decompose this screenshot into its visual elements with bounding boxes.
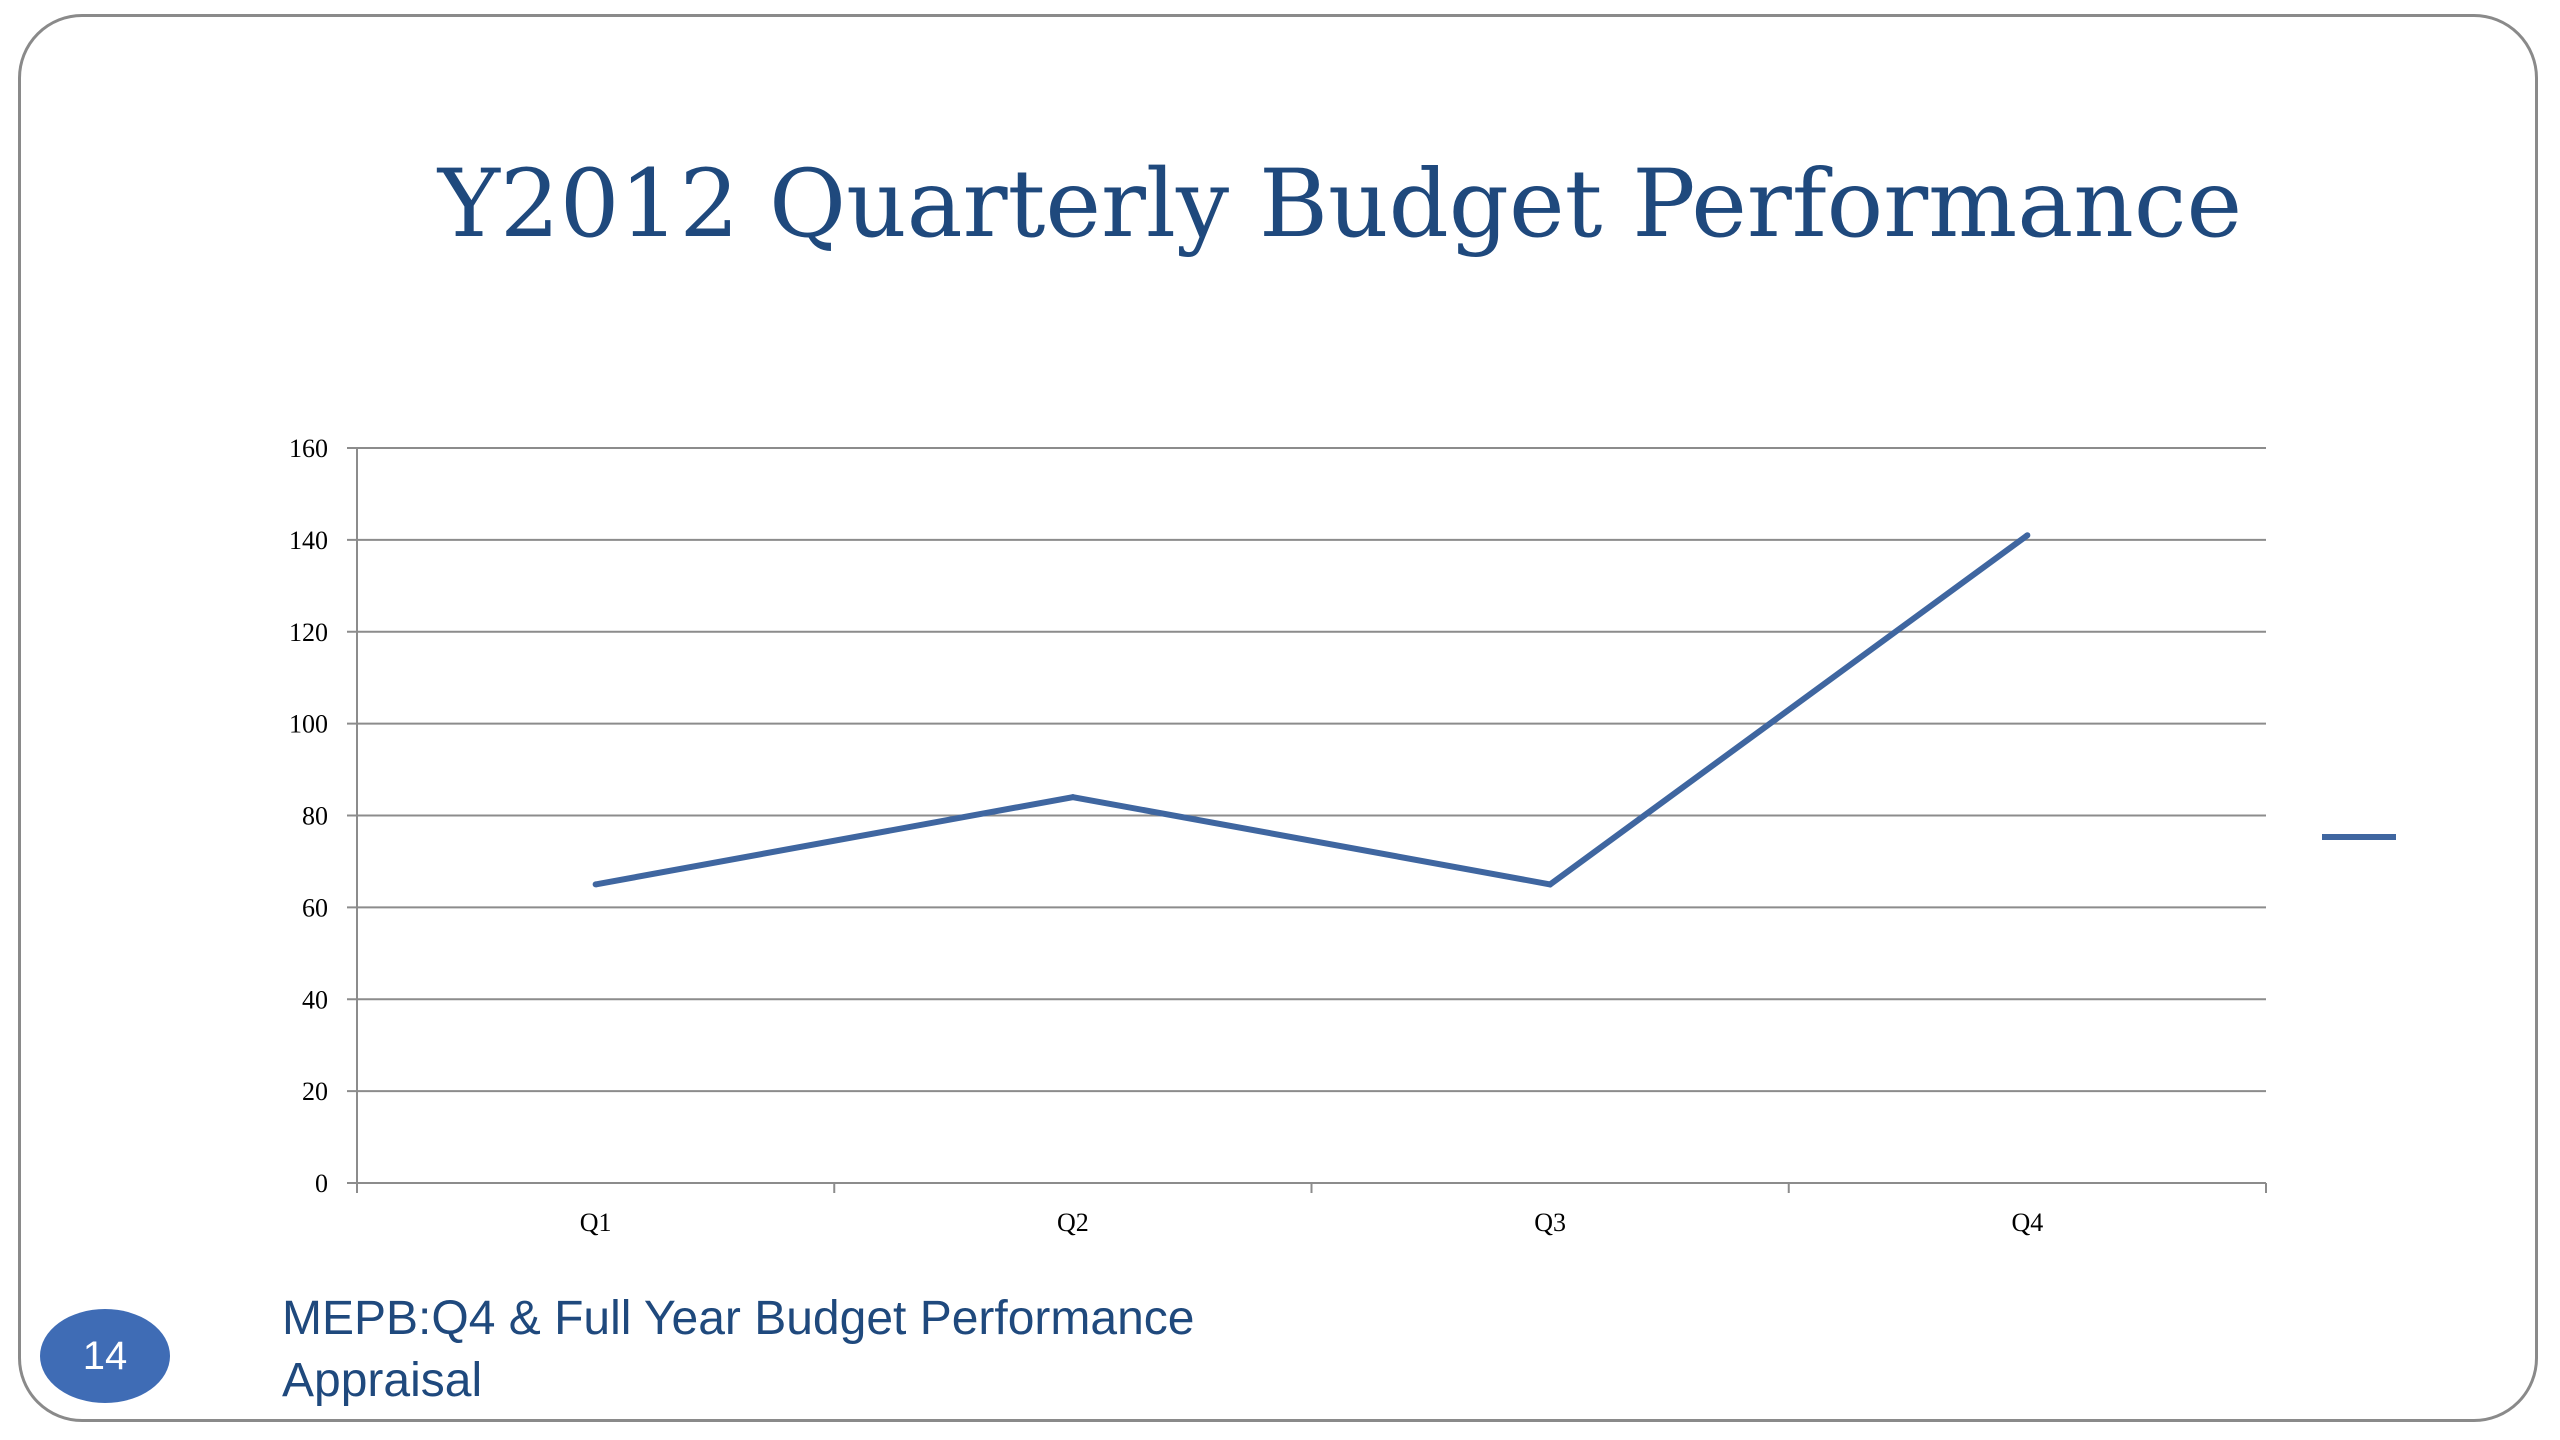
x-tick-label-q4: Q4	[2011, 1208, 2043, 1237]
slide-frame	[18, 14, 2538, 1422]
series-line-1	[595, 532, 2030, 888]
slide-number-badge: 14	[40, 1309, 170, 1403]
data-point-q4	[2024, 532, 2031, 539]
y-tick-labels: 0 20 40 60 80 100 120 140 160	[289, 434, 328, 1198]
y-tick-label: 160	[289, 434, 328, 463]
data-point-q2	[1069, 794, 1076, 801]
y-tick-label: 100	[289, 710, 328, 739]
x-tick-label-q2: Q2	[1057, 1208, 1089, 1237]
y-tick-label: 140	[289, 526, 328, 555]
x-tick-labels: Q1 Q2 Q3 Q4	[580, 1208, 2044, 1237]
slide-footer: MEPB:Q4 & Full Year Budget Performance A…	[282, 1288, 1194, 1412]
data-point-q3	[1547, 881, 1554, 888]
axes	[347, 447, 2267, 1193]
y-tick-label: 0	[315, 1169, 328, 1198]
y-tick-label: 120	[289, 618, 328, 647]
slide-title: Y2012 Quarterly Budget Performance	[437, 150, 2243, 259]
data-point-q1	[592, 881, 599, 888]
y-tick-label: 40	[302, 985, 328, 1014]
y-tick-label: 60	[302, 893, 328, 922]
x-tick-label-q1: Q1	[580, 1208, 612, 1237]
footer-line-2: Appraisal	[282, 1354, 483, 1407]
gridlines	[357, 447, 2266, 1184]
y-tick-label: 80	[302, 802, 328, 831]
footer-line-1: MEPB:Q4 & Full Year Budget Performance	[282, 1292, 1195, 1345]
series-layer	[592, 532, 2031, 888]
y-tick-label: 20	[302, 1077, 328, 1106]
x-tick-label-q3: Q3	[1534, 1208, 1566, 1237]
